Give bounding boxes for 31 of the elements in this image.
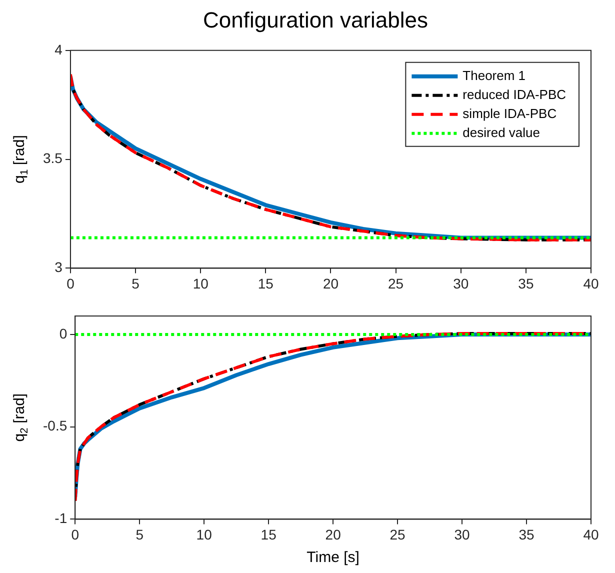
x-tick-label: 20 — [322, 275, 339, 292]
y-axis-title: q1 [rad] — [11, 135, 30, 184]
chart-title: Configuration variables — [202, 7, 428, 32]
legend-label: simple IDA-PBC — [462, 106, 557, 121]
x-tick-label: 35 — [518, 275, 534, 292]
legend-label: desired value — [462, 124, 540, 140]
y-tick-label: -1 — [54, 510, 68, 526]
x-tick-label: 30 — [453, 275, 469, 292]
x-tick-label: 5 — [136, 526, 144, 542]
legend-label: Theorem 1 — [462, 68, 526, 83]
x-tick-label: 40 — [583, 275, 599, 292]
legend-label: reduced IDA-PBC — [462, 86, 566, 102]
x-tick-label: 20 — [325, 526, 342, 542]
y-axis-title: q2 [rad] — [11, 393, 30, 442]
y-tick-label: -0.5 — [43, 418, 68, 434]
x-tick-label: 5 — [132, 275, 140, 292]
x-tick-label: 40 — [583, 526, 599, 542]
x-tick-label: 15 — [258, 275, 274, 292]
x-tick-label: 15 — [260, 526, 277, 542]
y-tick-label: 0 — [59, 325, 68, 342]
x-tick-label: 10 — [196, 526, 212, 542]
x-tick-label: 25 — [388, 275, 404, 292]
x-tick-label: 0 — [71, 526, 80, 542]
x-tick-label: 35 — [518, 526, 535, 542]
x-tick-label: 10 — [192, 275, 209, 292]
x-tick-label: 25 — [390, 526, 406, 542]
y-tick-label: 3.5 — [42, 150, 63, 166]
x-tick-label: 30 — [454, 526, 470, 542]
x-axis-title: Time [s] — [306, 549, 360, 566]
y-tick-label: 4 — [54, 41, 63, 58]
y-tick-label: 3 — [54, 259, 63, 276]
